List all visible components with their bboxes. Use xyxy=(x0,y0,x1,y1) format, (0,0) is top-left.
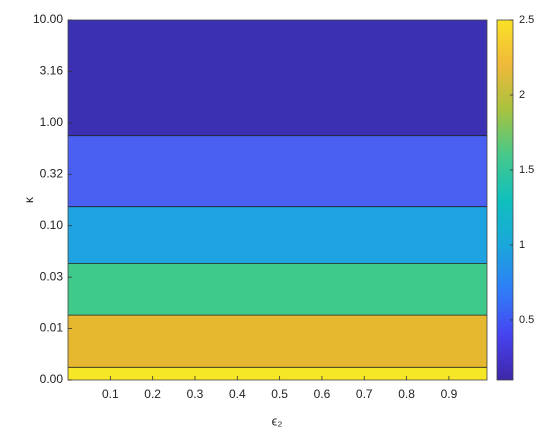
contour-band xyxy=(68,263,487,316)
colorbar-tick-label: 2.5 xyxy=(519,14,534,26)
colorbar-tick-label: 0.5 xyxy=(519,314,534,326)
y-tick-label: 3.16 xyxy=(40,64,64,78)
y-tick-label: 0.32 xyxy=(40,166,64,180)
x-tick-label: 0.4 xyxy=(229,387,246,401)
x-tick-label: 0.5 xyxy=(271,387,288,401)
contour-band xyxy=(68,315,487,368)
colorbar-tick-label: 2 xyxy=(519,89,525,101)
contour-band xyxy=(68,135,487,207)
plot-frame xyxy=(67,19,488,381)
contour-band xyxy=(68,206,487,264)
x-tick-label: 0.8 xyxy=(398,387,415,401)
y-tick-label: 0.10 xyxy=(40,218,64,232)
colorbar-tick-label: 1 xyxy=(519,239,525,251)
x-tick-label: 0.2 xyxy=(144,387,161,401)
contour-band xyxy=(68,367,487,380)
y-tick-label: 0.03 xyxy=(40,269,64,283)
y-tick-label: 10.00 xyxy=(33,12,63,26)
x-tick-label: 0.3 xyxy=(187,387,204,401)
y-axis-label: κ xyxy=(22,196,36,203)
y-tick-label: 0.01 xyxy=(40,321,64,335)
x-tick-label: 0.9 xyxy=(441,387,458,401)
colorbar-tick-label: 1.5 xyxy=(519,164,534,176)
x-axis-label: ϵ₂ xyxy=(272,413,283,428)
contour-band xyxy=(68,20,487,136)
x-tick-label: 0.1 xyxy=(102,387,119,401)
y-tick-label: 1.00 xyxy=(40,115,64,129)
y-tick-label: 0.00 xyxy=(40,372,64,386)
x-tick-label: 0.6 xyxy=(314,387,331,401)
x-tick-label: 0.7 xyxy=(356,387,373,401)
colorbar xyxy=(496,19,514,381)
